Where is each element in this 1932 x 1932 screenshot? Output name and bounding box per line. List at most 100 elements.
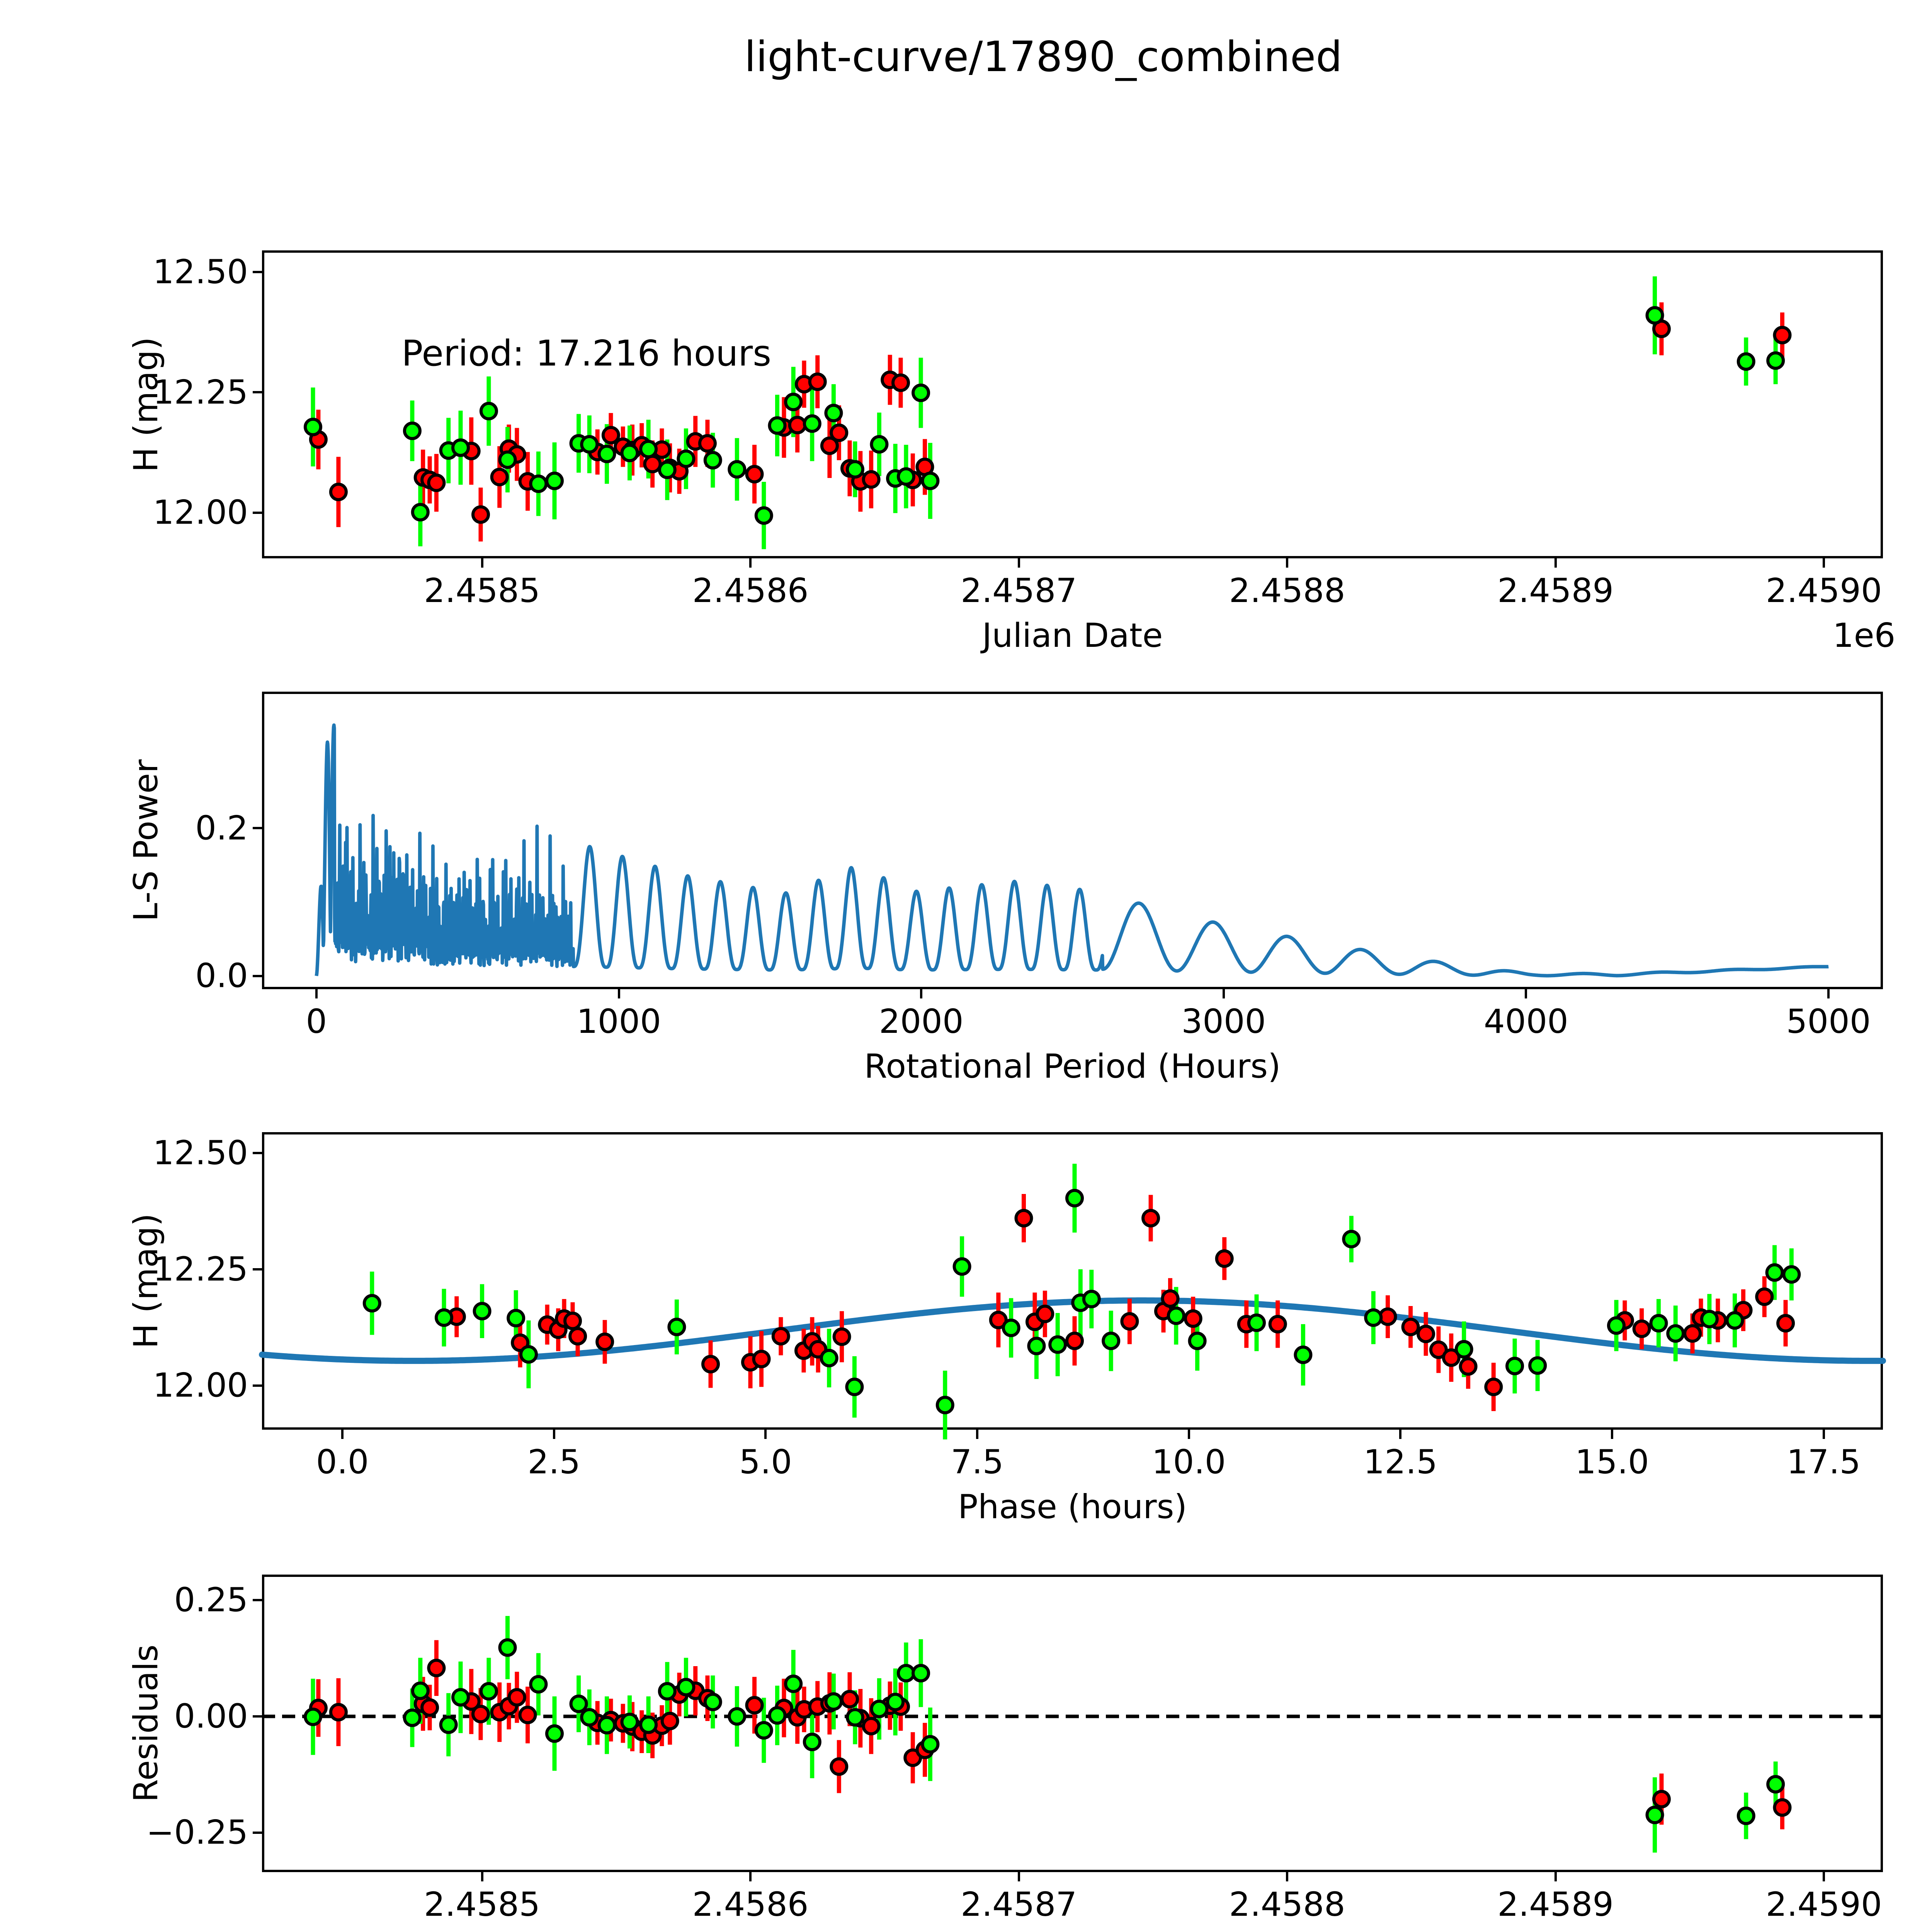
panel-residuals-ytick [253,1831,262,1834]
panel-phase-folded-xtick [764,1430,767,1439]
panel-periodogram-ytick [253,827,262,830]
panel-phase-folded-ytick [253,1384,262,1387]
panel-lightcurve-ytick [253,391,262,394]
panel-phase-folded-xticklabel: 12.5 [1363,1443,1438,1481]
panel-lightcurve-xticklabel: 2.4590 [1765,571,1882,610]
panel-lightcurve-yticklabel: 12.50 [153,253,248,292]
panel-phase-folded-yticklabel: 12.25 [153,1250,248,1289]
panel-periodogram-plot-area [315,723,1830,978]
panel-periodogram-xticklabel: 2000 [879,1002,964,1041]
panel-residuals-xticklabel: 2.4587 [961,1885,1077,1924]
panel-periodogram-xticklabel: 4000 [1484,1002,1568,1041]
panel-periodogram-xtick [617,989,620,998]
panel-periodogram-xticklabel: 5000 [1786,1002,1871,1041]
panel-lightcurve-xticklabel: 2.4585 [424,571,540,610]
panel-residuals-x-offset-text: 1e6 [1833,1930,1895,1932]
panel-residuals: 2.4585 2.4586 2.4587 2.4588 2.4589 2.4590 −0.2… [127,1575,1895,1932]
panel-periodogram-xticklabel: 1000 [577,1002,661,1041]
panel-lightcurve-xticklabel: 2.4589 [1497,571,1614,610]
panel-lightcurve-axes-frame [262,250,1883,558]
panel-residuals-xticklabel: 2.4585 [424,1885,540,1924]
panel-phase-folded-ytick [253,1268,262,1270]
panel-periodogram-xtick [315,989,318,998]
panel-phase-folded-xticklabel: 10.0 [1151,1443,1226,1481]
panel-phase-folded-xtick [553,1430,555,1439]
markers-green [362,1189,1801,1415]
panel-residuals-xtick [481,1872,483,1881]
errorbars-green [311,276,1778,549]
panel-lightcurve-xtick [1286,558,1289,568]
markers-red [447,1209,1795,1396]
panel-residuals-yticklabel: −0.25 [146,1813,248,1852]
panel-phase-folded-yaxis-label: H (mag) [127,1213,165,1349]
panel-lightcurve-xtick [1823,558,1825,568]
panel-periodogram-xticklabel: 3000 [1181,1002,1266,1041]
panel-phase-folded-xticklabel: 17.5 [1786,1443,1861,1481]
panel-phase-folded-axes-frame [262,1132,1883,1430]
panel-lightcurve-ytick [253,271,262,274]
panel-residuals-xtick [1286,1872,1289,1881]
panel-phase-folded-yticklabel: 12.50 [153,1134,248,1173]
panel-residuals-ytick [253,1599,262,1602]
panel-lightcurve-period-annotation: Period: 17.216 hours [401,332,772,374]
panel-periodogram-xtick [1525,989,1527,998]
panel-phase-folded-xticklabel: 2.5 [527,1443,581,1481]
panel-periodogram-xtick [1827,989,1830,998]
panel-residuals-yaxis-label: Residuals [127,1645,165,1802]
periodogram-curve [315,723,1830,978]
panel-lightcurve-xticklabel: 2.4587 [961,571,1077,610]
panel-periodogram-yticklabel: 0.0 [195,956,248,995]
panel-phase-folded-yticklabel: 12.00 [153,1366,248,1405]
panel-phase-folded-plot-area [259,1163,1886,1440]
panel-residuals-yticklabel: 0.00 [174,1697,248,1736]
panel-phase-folded-xtick [1187,1430,1190,1439]
figure-title: light-curve/17890_combined [744,33,1342,81]
panel-residuals-xticklabel: 2.4590 [1765,1885,1882,1924]
panel-residuals-ytick [253,1715,262,1718]
panel-lightcurve-xtick [1017,558,1020,568]
panel-phase-folded-xticklabel: 0.0 [316,1443,369,1481]
panel-periodogram-ytick [253,975,262,977]
panel-phase-folded-xaxis-label: Phase (hours) [957,1488,1187,1526]
markers-green [304,1638,1785,1825]
panel-periodogram-yaxis-label: L-S Power [127,759,165,922]
panel-residuals-xticklabel: 2.4589 [1497,1885,1614,1924]
panel-lightcurve-yticklabel: 12.00 [153,493,248,532]
errorbars-green [311,1616,1778,1853]
panel-periodogram-xaxis-label: Rotational Period (Hours) [864,1047,1281,1086]
panel-phase-folded-xtick [1399,1430,1402,1439]
panel-phase-folded-xticklabel: 7.5 [951,1443,1004,1481]
panel-lightcurve-xtick [1554,558,1557,568]
panel-lightcurve-xaxis-label: Julian Date [982,616,1163,655]
panel-phase-folded-ytick [253,1152,262,1155]
panel-phase-folded-xtick [1611,1430,1613,1439]
panel-residuals-axes-frame [262,1575,1883,1872]
panel-residuals-xticklabel: 2.4586 [692,1885,809,1924]
panel-residuals-xtick [1554,1872,1557,1881]
panel-periodogram-xticklabel: 0 [306,1002,327,1041]
panel-residuals-plot-area [262,1616,1883,1853]
panel-residuals-xtick [1017,1872,1020,1881]
panel-lightcurve-xtick [749,558,752,568]
panel-lightcurve-xticklabel: 2.4586 [692,571,809,610]
panel-periodogram-xtick [920,989,923,998]
panel-residuals-xaxis-label: Julian Date [982,1930,1163,1932]
panel-lightcurve-x-offset-text: 1e6 [1833,616,1896,655]
panel-phase-folded-xtick [1822,1430,1825,1439]
panel-residuals-xtick [1823,1872,1825,1881]
panel-lightcurve-yticklabel: 12.25 [153,373,248,412]
panel-periodogram-yticklabel: 0.2 [195,809,248,848]
panel-residuals-xticklabel: 2.4588 [1229,1885,1345,1924]
panel-lightcurve-xticklabel: 2.4588 [1229,571,1345,610]
panel-lightcurve: 2.4585 2.4586 2.4587 2.4588 2.4589 2.4590 12.0… [127,250,1895,655]
panel-lightcurve-ytick [253,511,262,514]
panel-residuals-yticklabel: 0.25 [174,1581,248,1620]
panel-phase-folded-xtick [341,1430,344,1439]
panel-phase-folded-xticklabel: 15.0 [1575,1443,1649,1481]
panel-lightcurve-xtick [481,558,483,568]
panel-phase-folded-xticklabel: 5.0 [739,1443,792,1481]
panel-phase-folded: 0.0 2.5 5.0 7.5 10.0 12.5 15.0 17.5 12.00 12.25 12… [127,1132,1886,1526]
markers-green [304,306,1785,525]
panel-lightcurve-yaxis-label: H (mag) [127,337,165,472]
panel-periodogram-xtick [1222,989,1225,998]
